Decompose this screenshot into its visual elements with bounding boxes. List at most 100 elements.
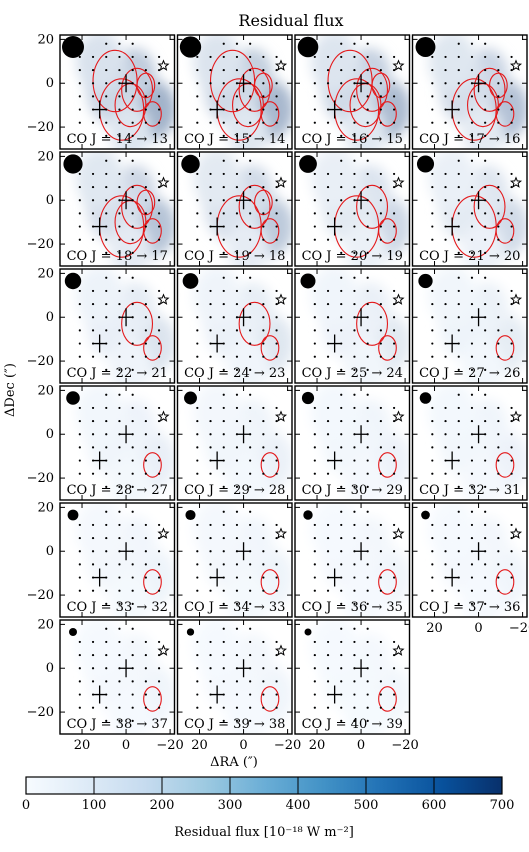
spaxel-dot: [249, 693, 252, 696]
flux-contour: [143, 452, 162, 478]
spaxel-dot: [313, 472, 316, 475]
spaxel-dot: [157, 342, 161, 345]
spaxel-dot: [366, 82, 369, 85]
residual-flux-blob: [310, 269, 359, 326]
spaxel-dot: [497, 289, 500, 293]
spaxel-dot: [353, 82, 356, 85]
spaxel-dot: [131, 355, 134, 358]
flux-contour: [260, 569, 280, 595]
spaxel-dot: [235, 108, 239, 111]
cross-marker: [93, 568, 106, 587]
spaxel-dot: [105, 172, 108, 176]
spaxel-dot: [275, 433, 278, 436]
residual-flux-blob: [193, 503, 241, 560]
spaxel-dot: [131, 199, 134, 202]
spaxel-dot: [275, 199, 278, 202]
spaxel-dot: [209, 680, 212, 683]
spaxel-dot: [222, 251, 225, 254]
spaxel-dot: [275, 302, 278, 306]
spaxel-dot: [105, 693, 108, 696]
spaxel-dot: [249, 185, 252, 189]
spaxel-dot: [105, 485, 108, 488]
spaxel-dot: [196, 653, 199, 657]
spaxel-dot: [313, 212, 316, 215]
spaxel-dot: [431, 589, 434, 592]
spaxel-dot: [313, 589, 316, 592]
spaxel-dot: [91, 95, 95, 98]
spaxel-dot: [262, 225, 265, 228]
spaxel-dot: [91, 406, 95, 410]
spaxel-dot: [262, 95, 265, 98]
spaxel-dot: [275, 459, 278, 462]
spaxel-dot: [457, 472, 460, 475]
spaxel-dot: [118, 95, 121, 98]
spaxel-dot: [379, 536, 382, 540]
spaxel-dot: [144, 329, 147, 332]
spaxel-dot: [353, 108, 356, 111]
spaxel-dot: [484, 433, 487, 436]
spaxel-dot: [326, 212, 330, 215]
flux-contour: [495, 335, 515, 361]
spaxel-dot: [105, 121, 108, 124]
spaxel-dot: [144, 185, 147, 189]
panel: CO J = 20 → 19: [294, 151, 411, 267]
spaxel-dot: [379, 329, 382, 332]
spaxel-dot: [275, 185, 278, 189]
spaxel-dot: [91, 121, 95, 124]
spaxel-dot: [131, 419, 134, 423]
spaxel-dot: [353, 368, 356, 371]
spaxel-dot: [497, 121, 500, 124]
spaxel-dot: [262, 472, 265, 475]
spaxel-dot: [340, 251, 343, 254]
spaxel-dot: [326, 550, 330, 553]
spaxel-dot: [353, 238, 356, 241]
spaxel-dot: [510, 316, 513, 319]
panel: CO J = 39 → 38 20 0 −20: [176, 619, 301, 753]
spaxel-dot: [157, 693, 161, 696]
spaxel-dot: [235, 589, 239, 592]
spaxel-dot: [131, 667, 134, 670]
spaxel-dot: [196, 108, 199, 111]
spaxel-dot: [392, 589, 396, 592]
spaxel-dot: [497, 589, 500, 592]
y-tick-label: −20: [27, 471, 54, 486]
spaxel-dot: [262, 550, 265, 553]
spaxel-dot: [457, 42, 460, 45]
spaxel-dot: [262, 433, 265, 436]
spaxel-dot: [105, 42, 108, 45]
y-tick-label: 0: [46, 427, 54, 442]
spaxel-dot: [340, 627, 343, 630]
spaxel-dot: [470, 563, 474, 566]
flux-contour: [378, 686, 397, 712]
spaxel-dot: [78, 121, 81, 124]
spaxel-dot: [144, 121, 147, 124]
residual-flux-blob: [310, 386, 359, 443]
spaxel-dot: [131, 563, 134, 566]
spaxel-dot: [431, 446, 434, 449]
cross-marker: [211, 685, 224, 704]
spaxel-dot: [484, 576, 487, 579]
spaxel-dot: [91, 238, 95, 241]
spaxel-dot: [484, 238, 487, 241]
spaxel-dot: [353, 172, 356, 176]
panel: CO J = 37 → 36 20 0 −20: [411, 502, 529, 636]
spaxel-dot: [118, 355, 121, 358]
spaxel-dot: [209, 95, 212, 98]
panel-label: CO J = 14 → 13: [67, 132, 168, 147]
y-tick-label: 0: [46, 661, 54, 676]
spaxel-dot: [326, 667, 330, 670]
spaxel-dot: [131, 576, 134, 579]
spaxel-dot: [78, 238, 81, 241]
spaxel-dot: [91, 199, 95, 202]
spaxel-dot: [379, 472, 382, 475]
spaxel-dot: [78, 653, 81, 657]
panel-label: CO J = 15 → 14: [184, 132, 285, 147]
spaxel-dot: [157, 459, 161, 462]
spaxel-dot: [353, 185, 356, 189]
spaxel-dot: [118, 523, 121, 527]
spaxel-dot: [196, 523, 199, 527]
x-tick-label: 20: [191, 738, 208, 753]
spaxel-dot: [91, 316, 95, 319]
spaxel-dot: [313, 446, 316, 449]
spaxel-dot: [431, 419, 434, 423]
